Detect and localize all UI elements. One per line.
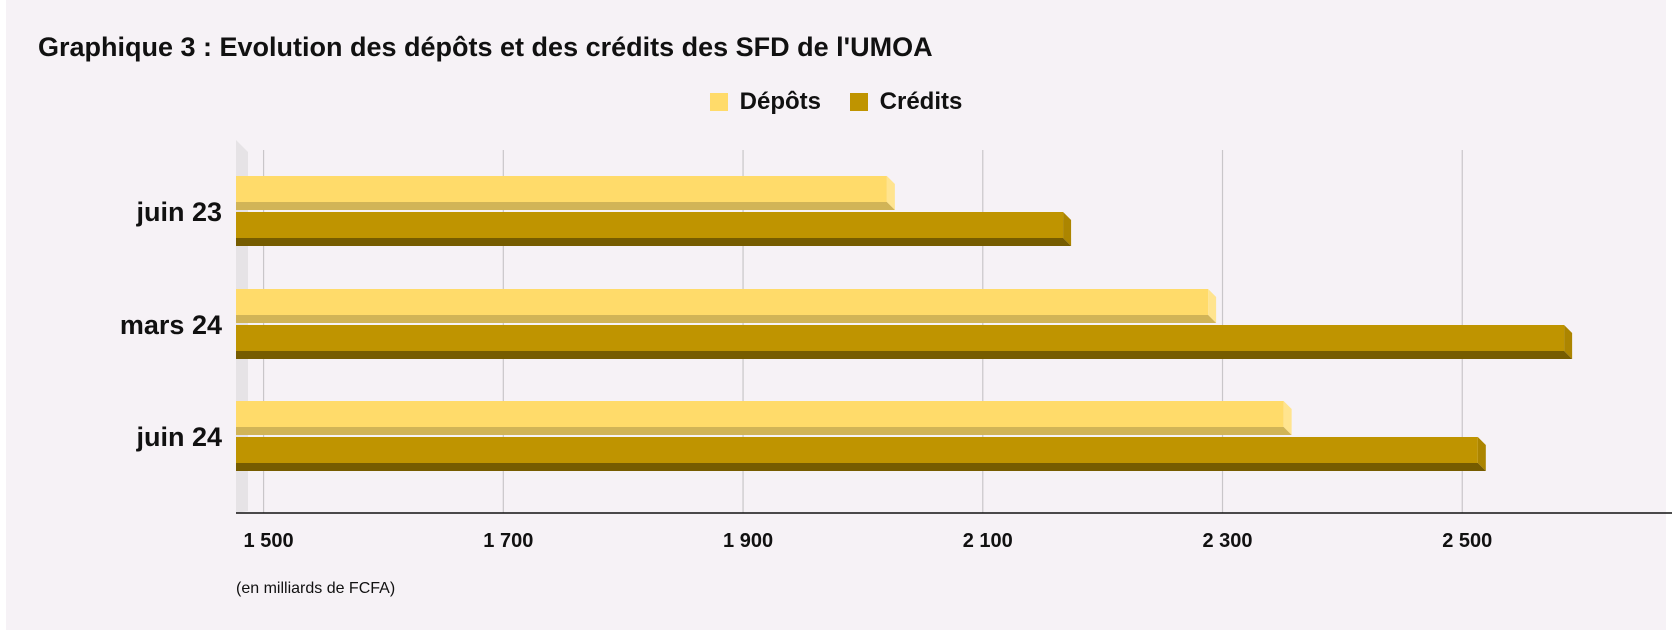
legend-label-credits: Crédits — [879, 88, 963, 115]
bar-base-credits-juin-24 — [236, 463, 1486, 471]
x-tick-label-5: 2 500 — [1442, 530, 1492, 552]
legend-label-depots: Dépôts — [739, 88, 821, 115]
legend-swatch-credits — [849, 93, 868, 111]
legend: Dépôts Crédits — [0, 88, 1672, 118]
legend-item-depots: Dépôts — [709, 88, 821, 116]
bar-end-depots-juin-24 — [1283, 401, 1292, 435]
bar-base-depots-juin-24 — [236, 427, 1292, 435]
legend-item-credits: Crédits — [849, 88, 963, 116]
bar-base-depots-juin-23 — [236, 202, 895, 210]
x-tick-label-2: 1 900 — [723, 530, 773, 552]
bar-end-depots-juin-23 — [886, 176, 895, 210]
bar-base-credits-mars-24 — [236, 351, 1573, 359]
bar-end-credits-juin-23 — [1063, 212, 1072, 246]
bar-end-depots-mars-24 — [1208, 289, 1217, 323]
unit-note: (en milliards de FCFA) — [236, 580, 396, 597]
bar-end-credits-juin-24 — [1477, 437, 1486, 471]
chart-title: Graphique 3 : Evolution des dépôts et de… — [38, 32, 933, 62]
x-tick-label-1: 1 700 — [483, 530, 533, 552]
x-tick-label-4: 2 300 — [1202, 530, 1252, 552]
bar-base-depots-mars-24 — [236, 315, 1217, 323]
category-label-mars-24: mars 24 — [120, 310, 222, 340]
bar-end-credits-mars-24 — [1564, 325, 1573, 359]
x-tick-label-0: 1 500 — [244, 530, 294, 552]
legend-swatch-depots — [709, 93, 728, 111]
bar-base-credits-juin-23 — [236, 238, 1072, 246]
category-label-juin-24: juin 24 — [135, 422, 222, 452]
category-label-juin-23: juin 23 — [135, 197, 222, 227]
x-tick-label-3: 2 100 — [963, 530, 1013, 552]
